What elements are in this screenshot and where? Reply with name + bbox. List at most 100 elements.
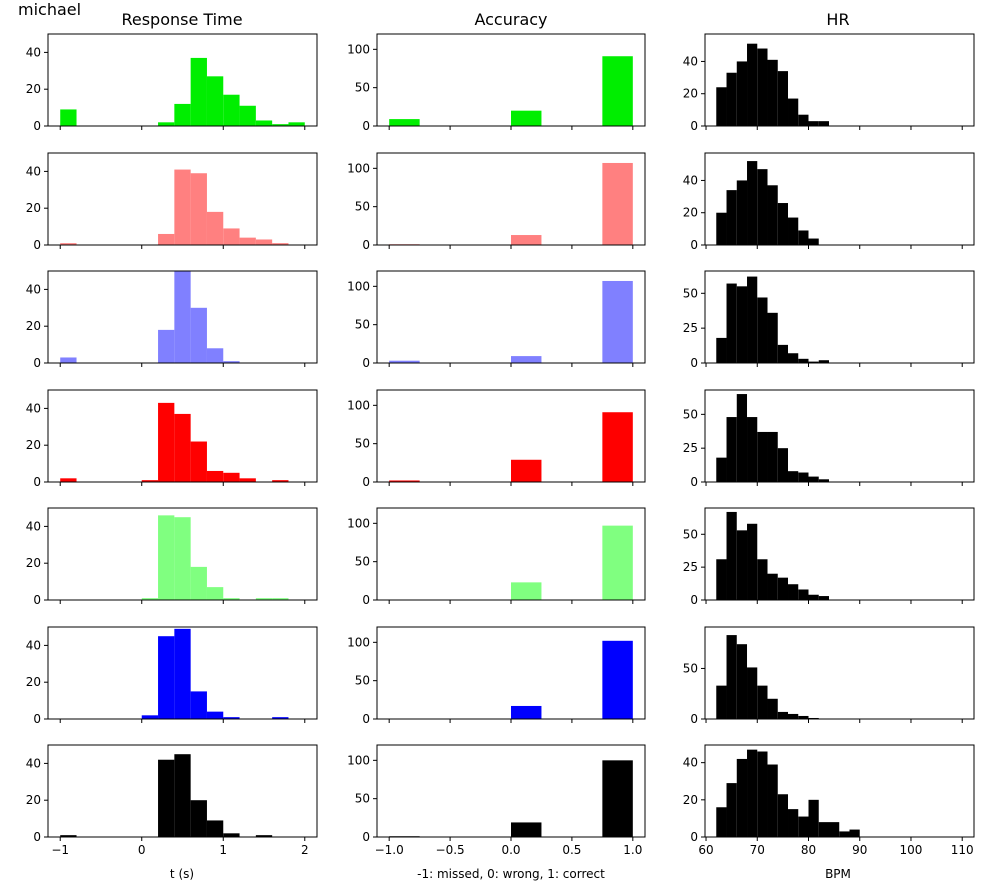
panel-rt-row-7: 0 20 40 −1 0 1 2	[26, 744, 318, 857]
histogram-bars	[511, 525, 633, 600]
histogram-bar	[511, 582, 542, 600]
histogram-bar	[839, 831, 850, 837]
histogram-bar	[767, 764, 778, 837]
histogram-bars	[511, 640, 633, 719]
histogram-bar	[389, 480, 420, 482]
y-tick-label: 40	[683, 54, 698, 68]
histogram-bar	[174, 754, 191, 837]
panel-frame	[47, 389, 318, 483]
y-tick-label: 0	[690, 712, 698, 726]
y-tick-label: 50	[355, 437, 370, 451]
y-tick-label: 100	[347, 635, 370, 649]
histogram-bar	[808, 361, 819, 363]
histogram-bar	[141, 480, 159, 482]
panel-acc-row-6: 0 50 100	[347, 626, 646, 726]
histogram-bar	[736, 758, 748, 837]
panel-frame	[47, 626, 318, 720]
panel-frame	[47, 744, 318, 838]
y-tick-label: 0	[33, 119, 41, 133]
panel-rt-row-5: 0 20 40	[26, 507, 318, 607]
y-tick-label: 25	[683, 560, 698, 574]
histogram-bars	[389, 162, 633, 245]
panel-acc-row-2: 0 50 100	[347, 152, 646, 252]
histogram-bar	[158, 515, 175, 600]
histogram-bar	[777, 344, 789, 363]
histogram-bar	[511, 459, 542, 482]
histogram-bar	[747, 667, 758, 719]
histogram-bar	[511, 705, 542, 719]
x-tick-label: 2	[301, 843, 309, 857]
histogram-bar	[767, 59, 778, 126]
histogram-bar	[757, 751, 768, 837]
histogram-bar	[141, 715, 159, 719]
x-tick-label: 100	[900, 843, 923, 857]
y-tick-label: 0	[690, 593, 698, 607]
histogram-bar	[190, 566, 207, 600]
histogram-bar	[389, 119, 420, 126]
x-tick-label: 80	[801, 843, 816, 857]
y-tick-label: 0	[362, 593, 370, 607]
histogram-bar	[716, 807, 727, 837]
panel-frame	[47, 507, 318, 601]
y-tick-label: 0	[33, 830, 41, 844]
panel-rt-row-6: 0 20 40	[26, 626, 318, 726]
histogram-bar	[788, 353, 799, 363]
histogram-bar	[798, 715, 809, 719]
x-tick-label: 0.0	[501, 843, 520, 857]
histogram-bar	[788, 713, 799, 719]
histogram-bar	[602, 56, 633, 126]
x-tick-label: −1	[51, 843, 69, 857]
y-tick-label: 20	[683, 206, 698, 220]
histogram-bar	[716, 457, 727, 482]
y-tick-label: 40	[26, 282, 41, 296]
y-tick-label: 20	[26, 319, 41, 333]
y-tick-label: 100	[347, 279, 370, 293]
histogram-bar	[602, 640, 633, 719]
histogram-bar	[808, 799, 819, 837]
histogram-bar	[190, 800, 207, 837]
histogram-bar	[206, 820, 224, 837]
histogram-bar	[60, 109, 77, 126]
histogram-bar	[158, 759, 175, 837]
histogram-bars	[716, 635, 819, 719]
histogram-bar	[767, 431, 778, 482]
y-tick-label: 0	[362, 119, 370, 133]
x-tick-label: 60	[698, 843, 713, 857]
y-tick-label: 50	[683, 286, 698, 300]
panel-rt-row-1: 0 20 40	[26, 33, 318, 133]
y-tick-label: 40	[683, 756, 698, 770]
histogram-bar	[206, 711, 224, 719]
histogram-bar	[141, 598, 159, 600]
histogram-bars	[389, 412, 633, 482]
panel-hr-row-2: 0 20 40	[683, 152, 975, 252]
histogram-bar	[223, 598, 240, 600]
panel-acc-row-3: 0 50 100	[347, 270, 646, 370]
panel-hr-row-7: 0 20 40 60 70 80 90 100 110	[683, 744, 975, 857]
y-tick-label: 50	[683, 661, 698, 675]
panel-hr-row-3: 0 25 50	[683, 270, 975, 370]
y-tick-label: 0	[362, 830, 370, 844]
histogram-bar	[757, 169, 768, 245]
y-tick-label: 0	[362, 475, 370, 489]
histogram-bar	[206, 211, 224, 245]
histogram-bar	[255, 598, 273, 600]
histogram-bar	[767, 185, 778, 245]
y-tick-label: 40	[683, 173, 698, 187]
panel-acc-row-1: 0 50 100	[347, 33, 646, 133]
histogram-bar	[726, 190, 737, 245]
column-title-response-time: Response Time	[121, 10, 242, 29]
xlabel-accuracy: -1: missed, 0: wrong, 1: correct	[417, 867, 605, 881]
x-tick-label: −0.5	[436, 843, 465, 857]
histogram-bars	[60, 402, 289, 482]
histogram-bar	[716, 212, 727, 245]
histogram-bar	[726, 783, 737, 837]
histogram-bar	[777, 448, 789, 482]
histogram-bars	[60, 57, 305, 126]
histogram-bar	[190, 307, 207, 363]
panel-frame	[47, 33, 318, 127]
panel-frame	[704, 270, 975, 364]
y-tick-label: 100	[347, 161, 370, 175]
histogram-bar	[288, 122, 305, 126]
y-tick-label: 25	[683, 321, 698, 335]
y-tick-label: 0	[33, 475, 41, 489]
